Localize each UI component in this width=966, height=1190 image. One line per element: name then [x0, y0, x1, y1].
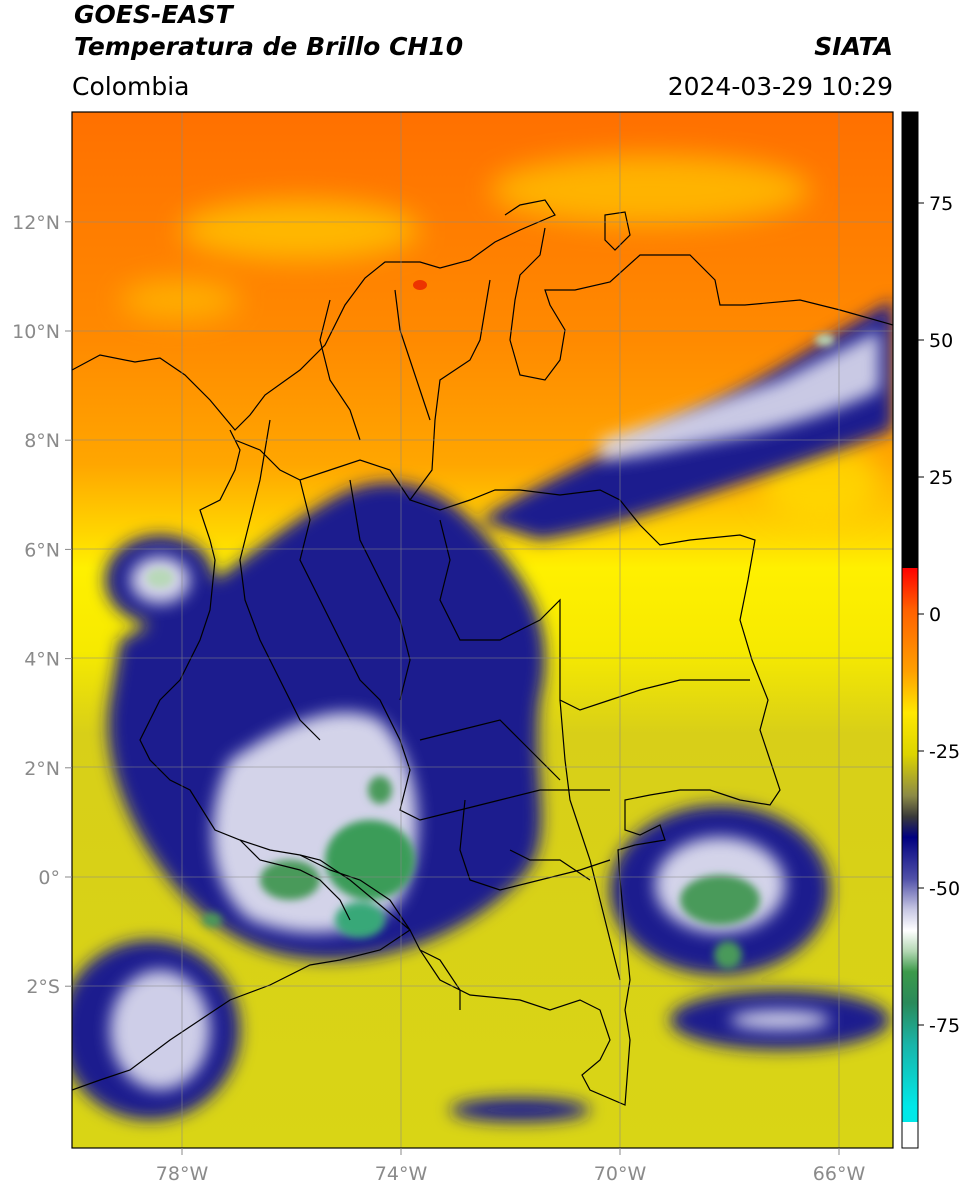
- longitude-ticks: 78°W 74°W 70°W 66°W: [156, 1148, 866, 1185]
- region-label: Colombia: [72, 72, 190, 101]
- lat-tick-label: 6°N: [24, 539, 60, 561]
- satellite-image: [72, 112, 893, 1148]
- lat-tick-label: 12°N: [12, 212, 60, 234]
- colorbar-tick-label: -75: [929, 1015, 960, 1037]
- lat-tick-label: 0°: [38, 867, 60, 889]
- colorbar-tick-label: -50: [929, 878, 960, 900]
- lon-tick-label: 66°W: [813, 1163, 866, 1185]
- colorbar-tick-label: 0: [929, 604, 941, 626]
- lon-tick-label: 78°W: [156, 1163, 209, 1185]
- colorbar-frame: [901, 111, 919, 1149]
- lat-tick-label: 8°N: [24, 430, 60, 452]
- colorbar: [902, 112, 918, 1148]
- product-title: Temperatura de Brillo CH10: [74, 32, 464, 61]
- colorbar-tick-label: 75: [929, 193, 953, 215]
- latitude-ticks: 12°N 10°N 8°N 6°N 4°N 2°N 0° 2°S: [12, 212, 72, 998]
- lat-tick-label: 2°S: [26, 976, 60, 998]
- lat-tick-label: 2°N: [24, 758, 60, 780]
- colorbar-tick-label: 50: [929, 330, 953, 352]
- lon-tick-label: 74°W: [375, 1163, 428, 1185]
- graticule: [72, 112, 893, 1148]
- map-frame: [71, 111, 894, 1149]
- lat-tick-label: 4°N: [24, 649, 60, 671]
- lon-tick-label: 70°W: [594, 1163, 647, 1185]
- colorbar-tick-label: 25: [929, 467, 953, 489]
- datetime-label: 2024-03-29 10:29: [667, 72, 893, 101]
- lat-tick-label: 10°N: [12, 321, 60, 343]
- satellite-title: GOES-EAST: [74, 0, 233, 29]
- agency-label: SIATA: [814, 32, 893, 61]
- colorbar-ticks: 75 50 25 0 -25 -50 -75: [918, 193, 960, 1037]
- colorbar-tick-label: -25: [929, 741, 960, 763]
